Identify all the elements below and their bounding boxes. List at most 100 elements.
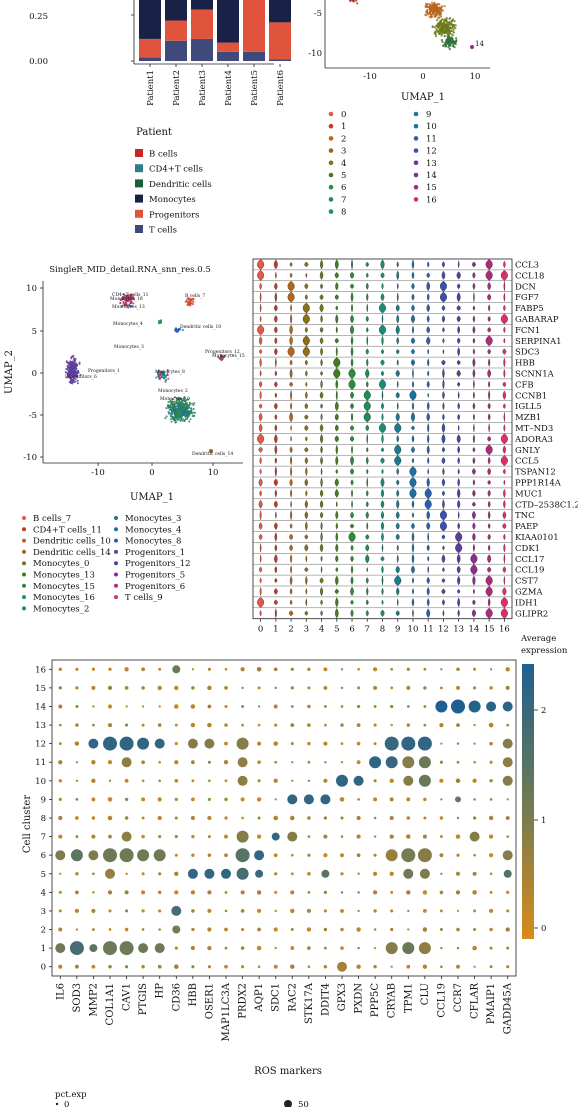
dot-gene-label: PMAIP1 [486,983,497,1024]
dot-marker [439,890,444,895]
dot-marker [502,775,513,786]
umap1-point [429,7,432,10]
dot-marker [58,834,63,839]
umap2-point [209,449,213,453]
size-legend-dot-0 [55,1102,59,1106]
violin-shape [441,433,446,444]
dot-marker [321,869,330,878]
dot-marker [58,686,62,690]
violin-shape [424,487,432,499]
umap1-legend-label: 2 [341,134,346,144]
legend-label: Dendritic cells [149,180,212,190]
dot-marker [174,946,178,950]
violin-shape [409,487,417,499]
violin-shape [335,575,339,586]
violin-shape [500,313,508,325]
dot-marker [224,890,228,894]
dot-marker [472,871,477,876]
violin-shape [290,510,293,521]
dot-marker [290,853,294,857]
dot-marker [224,834,228,839]
violin-shape [350,346,354,357]
umap1-legend-label: 4 [341,159,346,169]
umap1-legend-label: 9 [426,110,431,120]
dot-marker [108,779,112,782]
umap2-point [125,302,128,305]
umap2-point [66,376,69,379]
dot-marker [357,798,360,801]
dot-marker [455,890,461,895]
dot-marker [257,779,261,783]
violin-shape [365,501,369,508]
umap2-point [187,398,190,401]
dot-marker [58,779,62,783]
umap2-point [169,406,172,409]
umap2-point [72,364,75,366]
violin-shape [304,457,308,465]
dot-marker [256,667,262,672]
umap2-point [70,356,73,359]
violin-shape [412,588,414,595]
dot-marker [174,760,179,765]
violin-shape [396,292,399,302]
violin-shape [366,522,369,530]
dot-marker [290,908,295,914]
dot-marker [141,928,145,931]
violin-shape [302,346,310,358]
dot-marker [357,686,361,690]
dot-marker [340,742,344,745]
dot-marker [107,760,113,765]
umap2-point [132,302,135,305]
violin-shape [350,555,354,562]
violin-shape [396,359,399,366]
violin-gene-label: GNLY [515,446,540,456]
colorbar-title-line2: expression [521,646,568,656]
violin-shape [472,543,475,552]
umap2-point [189,418,192,421]
umap1-point [446,38,449,41]
dot-marker [105,868,115,879]
dot-marker [158,909,162,913]
violin-gene-label: SDC3 [515,348,540,358]
violin-gene-label: MZB1 [515,413,541,423]
dot-marker [207,908,212,913]
umap2-legend-label: Progenitors_12 [125,559,191,569]
dot-marker [224,686,228,690]
violin-shape [366,381,369,388]
umap2-point [129,305,132,308]
violin-shape [485,269,493,281]
umap2-point [74,371,77,374]
violin-shape [439,509,448,521]
violin-shape [349,271,355,279]
dot-marker [240,909,245,913]
violin-shape [396,435,399,443]
dot-marker [356,964,361,969]
dot-marker [141,723,145,727]
dot-marker [502,757,513,768]
umap1-legend-dot [328,209,334,214]
violin-shape [487,523,491,529]
dot-marker [473,798,476,801]
dot-y-axis-title: Cell cluster [22,795,33,853]
umap1-legend-label: 8 [341,208,346,218]
dot-marker [439,760,443,764]
dot-marker [439,928,443,931]
violin-shape [472,348,475,355]
dot-marker [336,774,348,787]
umap2-point [158,320,161,323]
umap2-point [125,294,128,297]
umap1-point [438,16,441,19]
violin-shape [412,608,414,618]
umap2-y-tick-label: -10 [23,453,37,463]
violin-shape [426,445,430,455]
dot-marker [174,778,179,783]
violin-shape [304,359,308,366]
dot-marker [505,927,510,932]
violin-shape [289,381,293,387]
umap2-legend-dot [114,516,118,520]
violin-gene-label: PPP1R14A [515,478,562,488]
violin-shape [275,357,277,368]
umap1-legend-dot [413,111,419,117]
colorbar [522,664,534,939]
violin-shape [304,610,309,616]
